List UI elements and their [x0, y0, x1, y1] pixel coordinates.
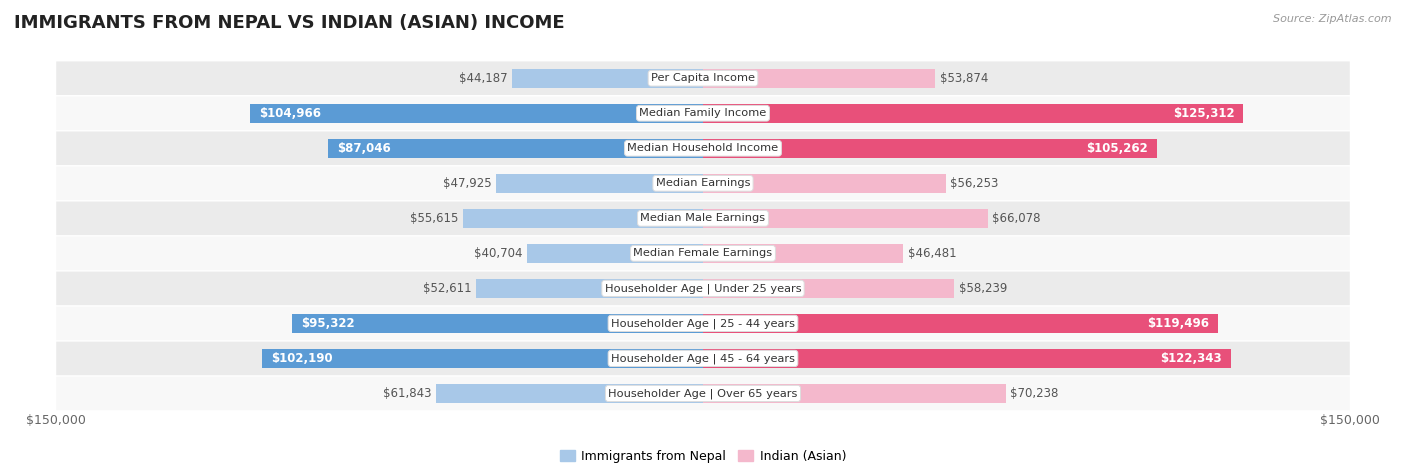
Bar: [436, 384, 703, 403]
Text: Median Family Income: Median Family Income: [640, 108, 766, 118]
Bar: [463, 209, 703, 228]
Text: $40,704: $40,704: [474, 247, 523, 260]
Bar: [703, 384, 1005, 403]
Text: $95,322: $95,322: [301, 317, 354, 330]
Text: $56,253: $56,253: [950, 177, 998, 190]
Bar: [512, 69, 703, 88]
FancyBboxPatch shape: [56, 202, 1350, 235]
FancyBboxPatch shape: [56, 61, 1350, 95]
Bar: [527, 244, 703, 263]
FancyBboxPatch shape: [56, 307, 1350, 340]
Text: $119,496: $119,496: [1147, 317, 1209, 330]
Bar: [703, 209, 988, 228]
Bar: [263, 349, 703, 368]
Text: $125,312: $125,312: [1173, 107, 1234, 120]
Text: $46,481: $46,481: [908, 247, 956, 260]
Bar: [250, 104, 703, 123]
Legend: Immigrants from Nepal, Indian (Asian): Immigrants from Nepal, Indian (Asian): [555, 445, 851, 467]
Bar: [496, 174, 703, 193]
Text: Householder Age | 45 - 64 years: Householder Age | 45 - 64 years: [612, 353, 794, 364]
Bar: [703, 174, 946, 193]
Bar: [703, 314, 1218, 333]
FancyBboxPatch shape: [56, 132, 1350, 165]
Text: Source: ZipAtlas.com: Source: ZipAtlas.com: [1274, 14, 1392, 24]
Text: Householder Age | 25 - 44 years: Householder Age | 25 - 44 years: [612, 318, 794, 329]
Bar: [703, 104, 1243, 123]
Text: Per Capita Income: Per Capita Income: [651, 73, 755, 83]
FancyBboxPatch shape: [56, 342, 1350, 375]
Text: Householder Age | Under 25 years: Householder Age | Under 25 years: [605, 283, 801, 294]
Text: $44,187: $44,187: [460, 72, 508, 85]
FancyBboxPatch shape: [56, 236, 1350, 270]
Text: $53,874: $53,874: [939, 72, 988, 85]
Bar: [703, 349, 1230, 368]
Text: $70,238: $70,238: [1011, 387, 1059, 400]
Text: $55,615: $55,615: [411, 212, 458, 225]
Text: $52,611: $52,611: [423, 282, 471, 295]
FancyBboxPatch shape: [56, 96, 1350, 130]
Text: $87,046: $87,046: [336, 142, 391, 155]
Bar: [703, 244, 904, 263]
Text: $61,843: $61,843: [384, 387, 432, 400]
Bar: [703, 69, 935, 88]
Text: $102,190: $102,190: [271, 352, 333, 365]
Text: IMMIGRANTS FROM NEPAL VS INDIAN (ASIAN) INCOME: IMMIGRANTS FROM NEPAL VS INDIAN (ASIAN) …: [14, 14, 565, 32]
Bar: [328, 139, 703, 158]
Text: $104,966: $104,966: [260, 107, 322, 120]
FancyBboxPatch shape: [56, 167, 1350, 200]
Text: Median Earnings: Median Earnings: [655, 178, 751, 188]
Bar: [703, 139, 1157, 158]
Text: $58,239: $58,239: [959, 282, 1007, 295]
FancyBboxPatch shape: [56, 271, 1350, 305]
Text: Median Household Income: Median Household Income: [627, 143, 779, 153]
FancyBboxPatch shape: [56, 376, 1350, 410]
Text: $122,343: $122,343: [1160, 352, 1222, 365]
Text: Median Male Earnings: Median Male Earnings: [641, 213, 765, 223]
Bar: [292, 314, 703, 333]
Text: $66,078: $66,078: [993, 212, 1040, 225]
Text: $47,925: $47,925: [443, 177, 492, 190]
Bar: [477, 279, 703, 298]
Bar: [703, 279, 955, 298]
Text: Median Female Earnings: Median Female Earnings: [634, 248, 772, 258]
Text: $105,262: $105,262: [1085, 142, 1147, 155]
Text: Householder Age | Over 65 years: Householder Age | Over 65 years: [609, 388, 797, 399]
